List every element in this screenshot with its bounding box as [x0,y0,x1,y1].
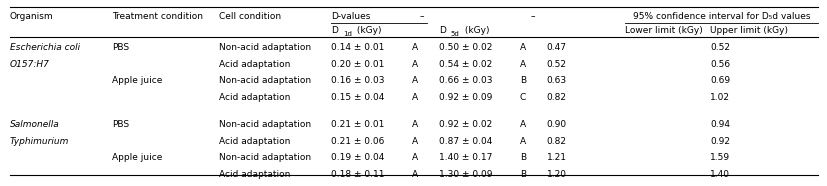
Text: A: A [412,76,418,85]
Text: –: – [419,12,424,21]
Text: Salmonella: Salmonella [10,120,60,129]
Text: 0.52: 0.52 [710,43,729,52]
Text: 0.82: 0.82 [546,137,566,146]
Text: 1.02: 1.02 [710,93,729,102]
Text: A: A [412,120,418,129]
Text: 1.59: 1.59 [710,153,729,162]
Text: A: A [412,43,418,52]
Text: –: – [529,12,534,21]
Text: 0.19 ± 0.04: 0.19 ± 0.04 [331,153,384,162]
Text: 0.69: 0.69 [710,76,729,85]
Text: Acid adaptation: Acid adaptation [219,170,290,179]
Text: A: A [519,137,525,146]
Text: B: B [519,76,525,85]
Text: 5d: 5d [450,31,459,37]
Text: 0.15 ± 0.04: 0.15 ± 0.04 [331,93,384,102]
Text: 0.54 ± 0.02: 0.54 ± 0.02 [438,60,491,68]
Text: Organism: Organism [10,12,54,21]
Text: Apple juice: Apple juice [112,153,162,162]
Text: 0.16 ± 0.03: 0.16 ± 0.03 [331,76,385,85]
Text: (kGy): (kGy) [461,26,489,35]
Text: 0.94: 0.94 [710,120,729,129]
Text: A: A [412,60,418,68]
Text: Acid adaptation: Acid adaptation [219,93,290,102]
Text: 0.92 ± 0.02: 0.92 ± 0.02 [438,120,491,129]
Text: 1.21: 1.21 [546,153,566,162]
Text: D-values: D-values [331,12,370,21]
Text: Non-acid adaptation: Non-acid adaptation [219,153,311,162]
Text: Acid adaptation: Acid adaptation [219,60,290,68]
Text: 0.56: 0.56 [710,60,729,68]
Text: PBS: PBS [112,43,129,52]
Text: 1d: 1d [342,31,351,37]
Text: O157:H7: O157:H7 [10,60,50,68]
Text: 0.63: 0.63 [546,76,566,85]
Text: Upper limit (kGy): Upper limit (kGy) [710,26,787,35]
Text: 0.92 ± 0.09: 0.92 ± 0.09 [438,93,491,102]
Text: 0.47: 0.47 [546,43,566,52]
Text: Treatment condition: Treatment condition [112,12,203,21]
Text: A: A [412,170,418,179]
Text: A: A [519,120,525,129]
Text: A: A [519,60,525,68]
Text: D: D [331,26,337,35]
Text: 0.82: 0.82 [546,93,566,102]
Text: 0.87 ± 0.04: 0.87 ± 0.04 [438,137,491,146]
Text: Non-acid adaptation: Non-acid adaptation [219,120,311,129]
Text: 0.21 ± 0.01: 0.21 ± 0.01 [331,120,384,129]
Text: 0.92: 0.92 [710,137,729,146]
Text: 0.20 ± 0.01: 0.20 ± 0.01 [331,60,384,68]
Text: Typhimurium: Typhimurium [10,137,69,146]
Text: 1.40 ± 0.17: 1.40 ± 0.17 [438,153,491,162]
Text: 1.40: 1.40 [710,170,729,179]
Text: 0.52: 0.52 [546,60,566,68]
Text: A: A [412,137,418,146]
Text: PBS: PBS [112,120,129,129]
Text: Lower limit (kGy): Lower limit (kGy) [624,26,702,35]
Text: D: D [438,26,445,35]
Text: 0.66 ± 0.03: 0.66 ± 0.03 [438,76,492,85]
Text: Escherichia coli: Escherichia coli [10,43,80,52]
Text: (kGy): (kGy) [354,26,381,35]
Text: B: B [519,153,525,162]
Text: 1.20: 1.20 [546,170,566,179]
Text: 0.18 ± 0.11: 0.18 ± 0.11 [331,170,385,179]
Text: Acid adaptation: Acid adaptation [219,137,290,146]
Text: 0.50 ± 0.02: 0.50 ± 0.02 [438,43,491,52]
Text: 95% confidence interval for D₅d values: 95% confidence interval for D₅d values [632,12,810,21]
Text: A: A [519,43,525,52]
Text: Non-acid adaptation: Non-acid adaptation [219,76,311,85]
Text: A: A [412,153,418,162]
Text: 0.90: 0.90 [546,120,566,129]
Text: 0.21 ± 0.06: 0.21 ± 0.06 [331,137,384,146]
Text: Apple juice: Apple juice [112,76,162,85]
Text: 0.14 ± 0.01: 0.14 ± 0.01 [331,43,384,52]
Text: Non-acid adaptation: Non-acid adaptation [219,43,311,52]
Text: B: B [519,170,525,179]
Text: 1.30 ± 0.09: 1.30 ± 0.09 [438,170,492,179]
Text: A: A [412,93,418,102]
Text: C: C [519,93,526,102]
Text: Cell condition: Cell condition [219,12,281,21]
